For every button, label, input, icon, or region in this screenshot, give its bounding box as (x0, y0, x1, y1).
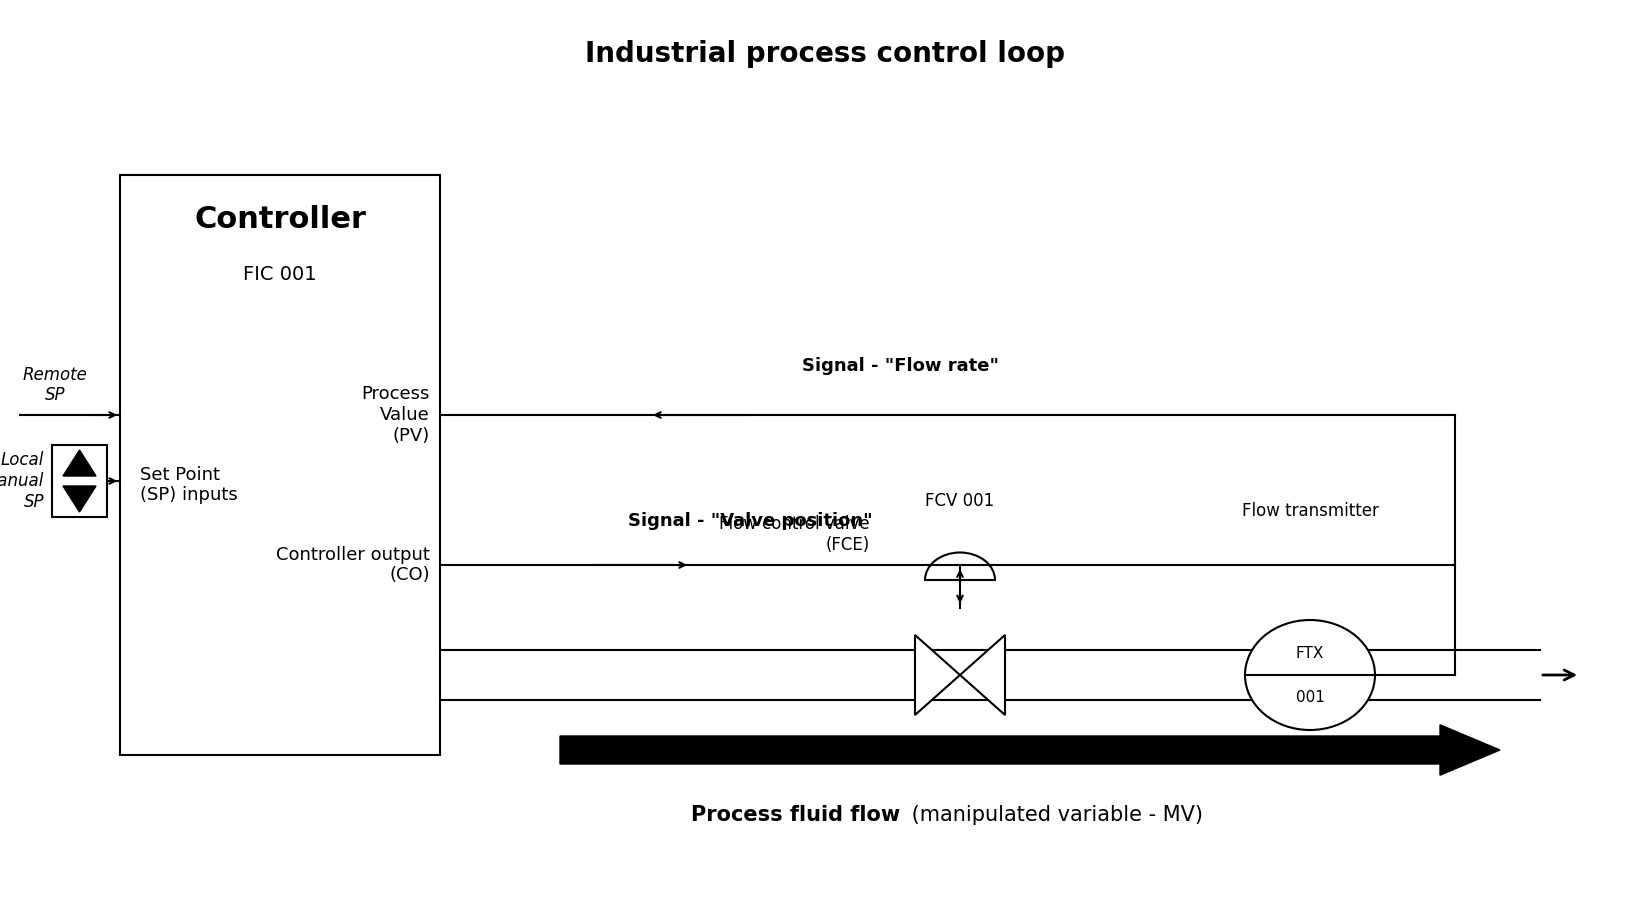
Text: Controller: Controller (195, 205, 366, 234)
Polygon shape (960, 635, 1005, 715)
Text: Signal - "Valve position": Signal - "Valve position" (627, 512, 873, 530)
Polygon shape (63, 450, 96, 476)
Text: Signal - "Flow rate": Signal - "Flow rate" (802, 357, 998, 375)
Text: Process
Value
(PV): Process Value (PV) (361, 386, 431, 444)
Text: Flow control valve
(FCE): Flow control valve (FCE) (719, 515, 870, 554)
Polygon shape (916, 635, 960, 715)
Text: Controller output
(CO): Controller output (CO) (276, 546, 431, 585)
Text: (manipulated variable - MV): (manipulated variable - MV) (904, 805, 1203, 825)
Bar (53, 445, 107, 517)
FancyArrow shape (559, 725, 1500, 776)
Text: Local
manual
SP: Local manual SP (0, 452, 45, 510)
Ellipse shape (1246, 620, 1374, 730)
Text: 001: 001 (1295, 690, 1325, 704)
Polygon shape (63, 486, 96, 512)
Text: Flow transmitter: Flow transmitter (1241, 502, 1378, 520)
Bar (120, 175, 441, 755)
Text: FIC 001: FIC 001 (243, 265, 317, 284)
Text: FTX: FTX (1295, 645, 1325, 661)
Text: Remote
SP: Remote SP (23, 366, 87, 405)
Text: Set Point
(SP) inputs: Set Point (SP) inputs (140, 465, 238, 504)
Text: FCV 001: FCV 001 (926, 492, 995, 510)
Text: Industrial process control loop: Industrial process control loop (586, 40, 1064, 68)
Text: Process fluid flow: Process fluid flow (691, 805, 899, 825)
